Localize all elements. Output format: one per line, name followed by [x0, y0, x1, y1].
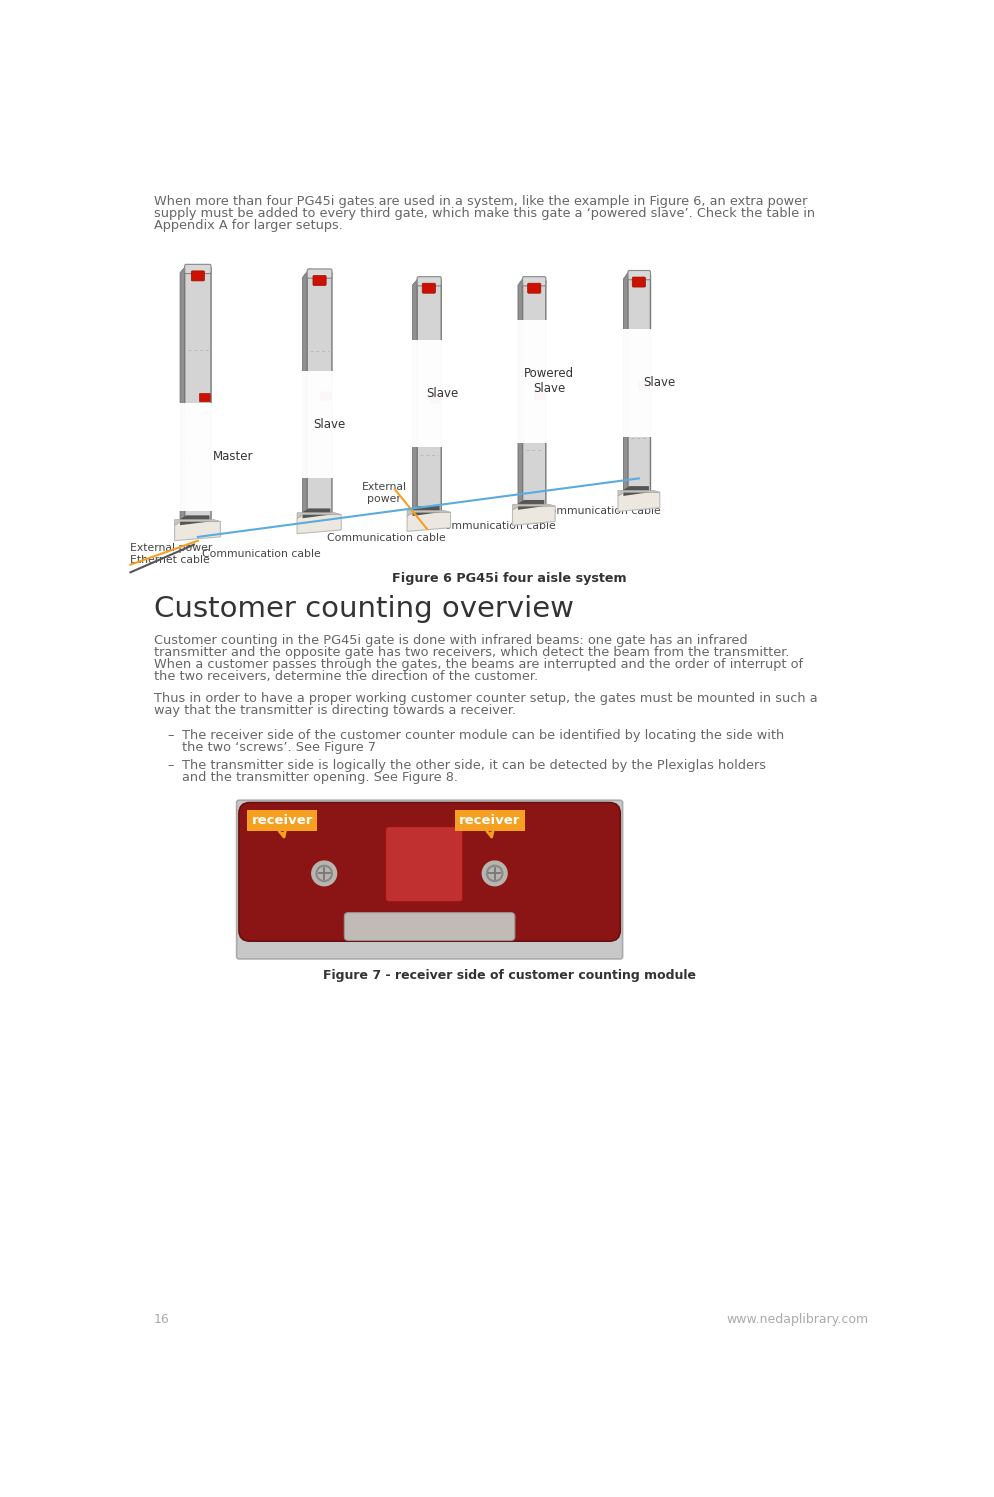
Polygon shape [413, 277, 439, 286]
Text: Powered
Slave: Powered Slave [524, 367, 574, 395]
Polygon shape [513, 506, 556, 525]
Polygon shape [413, 506, 439, 516]
Text: Figure 7 - receiver side of customer counting module: Figure 7 - receiver side of customer cou… [323, 969, 696, 982]
FancyBboxPatch shape [191, 271, 205, 281]
FancyBboxPatch shape [628, 271, 650, 280]
Polygon shape [297, 513, 341, 518]
Text: www.nedaplibrary.com: www.nedaplibrary.com [727, 1313, 868, 1326]
FancyBboxPatch shape [386, 826, 463, 901]
FancyBboxPatch shape [344, 913, 515, 940]
Polygon shape [302, 271, 309, 516]
Text: Customer counting overview: Customer counting overview [154, 596, 574, 623]
Text: The transmitter side is logically the other side, it can be detected by the Plex: The transmitter side is logically the ot… [182, 759, 765, 771]
Polygon shape [618, 491, 660, 496]
Text: transmitter and the opposite gate has two receivers, which detect the beam from : transmitter and the opposite gate has tw… [154, 645, 789, 659]
Text: Slave: Slave [643, 376, 675, 389]
Text: External
power: External power [362, 482, 407, 504]
Polygon shape [518, 278, 524, 509]
FancyBboxPatch shape [628, 274, 650, 493]
Text: Customer counting in the PG45i gate is done with infrared beams: one gate has an: Customer counting in the PG45i gate is d… [154, 633, 747, 647]
Circle shape [482, 861, 507, 886]
Polygon shape [180, 265, 210, 274]
Polygon shape [297, 515, 341, 534]
Polygon shape [513, 504, 556, 510]
Text: Thus in order to have a proper working customer counter setup, the gates must be: Thus in order to have a proper working c… [154, 693, 817, 705]
Text: When a customer passes through the gates, the beams are interrupted and the orde: When a customer passes through the gates… [154, 657, 803, 671]
Polygon shape [518, 277, 545, 286]
Polygon shape [180, 515, 210, 525]
Text: Figure 6 PG45i four aisle system: Figure 6 PG45i four aisle system [392, 572, 627, 585]
Text: way that the transmitter is directing towards a receiver.: way that the transmitter is directing to… [154, 705, 516, 717]
FancyBboxPatch shape [237, 801, 622, 960]
FancyBboxPatch shape [417, 280, 441, 512]
Polygon shape [302, 269, 330, 278]
Polygon shape [302, 509, 330, 518]
Text: 16: 16 [154, 1313, 169, 1326]
Polygon shape [623, 272, 629, 494]
Text: Master: Master [213, 451, 253, 464]
Text: When more than four PG45i gates are used in a system, like the example in Figure: When more than four PG45i gates are used… [154, 195, 807, 208]
Polygon shape [413, 278, 418, 515]
FancyBboxPatch shape [417, 277, 441, 286]
Text: the two ‘screws’. See Figure 7: the two ‘screws’. See Figure 7 [182, 741, 376, 753]
Text: Communication cable: Communication cable [327, 533, 446, 543]
Text: The receiver side of the customer counter module can be identified by locating t: The receiver side of the customer counte… [182, 729, 784, 741]
FancyBboxPatch shape [185, 265, 211, 274]
Circle shape [312, 861, 337, 886]
Text: the two receivers, determine the direction of the customer.: the two receivers, determine the directi… [154, 669, 538, 683]
Text: Appendix A for larger setups.: Appendix A for larger setups. [154, 219, 343, 232]
FancyBboxPatch shape [185, 268, 211, 521]
Text: External power: External power [130, 543, 213, 552]
Polygon shape [180, 266, 186, 524]
Polygon shape [518, 500, 545, 510]
FancyBboxPatch shape [200, 394, 211, 401]
Polygon shape [618, 493, 660, 512]
FancyBboxPatch shape [528, 283, 541, 293]
Text: receiver: receiver [459, 814, 521, 826]
Text: receiver: receiver [251, 814, 313, 826]
FancyBboxPatch shape [523, 277, 546, 286]
Text: supply must be added to every third gate, which make this gate a ‘powered slave’: supply must be added to every third gate… [154, 207, 815, 220]
Text: –: – [168, 759, 174, 771]
Text: Communication cable: Communication cable [436, 521, 556, 531]
FancyBboxPatch shape [632, 277, 645, 287]
Text: Slave: Slave [313, 418, 346, 431]
FancyBboxPatch shape [523, 280, 546, 506]
Polygon shape [408, 512, 450, 531]
Text: Ethernet cable: Ethernet cable [130, 555, 210, 564]
Text: –: – [168, 729, 174, 741]
FancyBboxPatch shape [455, 810, 525, 831]
FancyBboxPatch shape [313, 275, 326, 286]
Polygon shape [623, 271, 649, 280]
Text: Communication cable: Communication cable [202, 549, 320, 558]
FancyBboxPatch shape [248, 810, 317, 831]
Text: and the transmitter opening. See Figure 8.: and the transmitter opening. See Figure … [182, 771, 457, 783]
FancyBboxPatch shape [239, 802, 620, 942]
FancyBboxPatch shape [534, 391, 545, 400]
FancyBboxPatch shape [320, 392, 331, 401]
Polygon shape [175, 521, 221, 540]
FancyBboxPatch shape [307, 269, 332, 278]
FancyBboxPatch shape [429, 395, 440, 403]
Text: Slave: Slave [425, 388, 458, 400]
Text: Communication cable: Communication cable [542, 506, 661, 516]
Polygon shape [623, 487, 649, 496]
Polygon shape [408, 510, 450, 516]
FancyBboxPatch shape [307, 272, 332, 515]
FancyBboxPatch shape [639, 382, 650, 389]
Polygon shape [175, 519, 221, 525]
FancyBboxPatch shape [422, 283, 435, 293]
